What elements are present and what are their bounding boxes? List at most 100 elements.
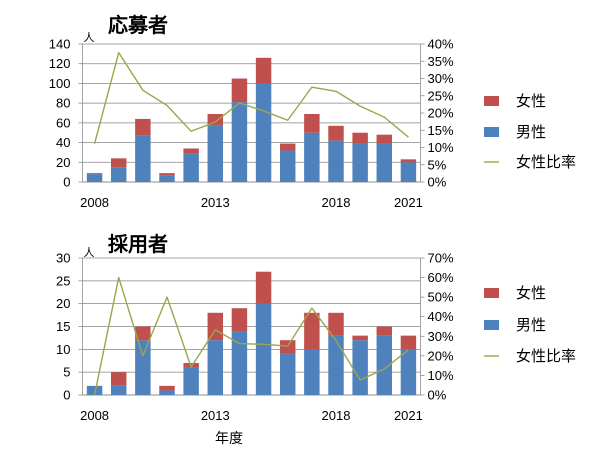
legend-label-female: 女性 (516, 92, 546, 110)
bar-female-2017 (304, 113, 320, 133)
legend-swatch-female (484, 288, 499, 298)
y-tick-label: 0 (63, 388, 70, 403)
legend-label-male: 男性 (516, 316, 546, 334)
y-tick-label: 0 (63, 175, 70, 190)
line-female-ratio (93, 51, 409, 144)
bar-male-2019 (352, 340, 368, 395)
bar-female-2019 (352, 132, 368, 144)
bar-female-2016 (279, 340, 296, 354)
bar-male-2008 (86, 174, 103, 182)
bar-male-2010 (135, 135, 151, 182)
bar-female-2011 (159, 385, 175, 391)
legend-swatch-male (484, 320, 499, 330)
legend-swatch-male (484, 127, 499, 137)
bar-male-2018 (328, 335, 344, 395)
bar-male-2009 (110, 167, 127, 182)
bar-female-2016 (279, 143, 296, 151)
bar-female-2018 (328, 312, 344, 336)
plot-area: 0 5 10 15 20 25 30 0% 10% 20% 30% 40% 50% 60% 70% 2008 2… (56, 251, 454, 424)
bar-female-2013 (207, 113, 224, 126)
bar-female-2021 (400, 335, 417, 350)
bar-male-2010 (135, 340, 151, 395)
bar-female-2008 (86, 173, 103, 175)
y-tick-label: 40 (56, 135, 70, 150)
bar-female-2015 (255, 271, 272, 304)
applicants-chart: 応募者 人 0 20 40 60 80 100 120 140 0% 5% 10% 15% 20% 25%… (49, 13, 576, 210)
bar-female-2014 (231, 308, 248, 332)
bar-male-2016 (279, 150, 296, 182)
bar-male-2021 (400, 162, 417, 182)
bar-female-2009 (110, 372, 127, 386)
bar-female-2010 (135, 118, 151, 136)
legend-label-female: 女性 (516, 284, 546, 302)
x-tick-label: 2008 (80, 195, 109, 210)
bar-male-2016 (279, 353, 296, 395)
legend-label-male: 男性 (516, 123, 546, 141)
bar-male-2015 (255, 303, 272, 395)
legend-label-female-ratio: 女性比率 (516, 347, 576, 365)
bar-male-2018 (328, 140, 344, 182)
bar-male-2012 (183, 367, 199, 395)
y-axis-unit-label: 人 (84, 246, 95, 259)
y2-tick-label: 70% (428, 251, 454, 266)
bar-female-2009 (110, 158, 127, 168)
bar-female-2020 (376, 134, 393, 144)
bar-female-2017 (304, 312, 320, 350)
y2-tick-label: 40% (428, 37, 454, 52)
y2-tick-label: 10% (428, 368, 454, 383)
y-axis-unit-label: 人 (84, 31, 95, 44)
bar-male-2020 (376, 143, 393, 182)
bar-male-2012 (183, 153, 199, 182)
bar-male-2008 (86, 385, 103, 395)
bar-male-2013 (207, 340, 224, 395)
legend-label-female-ratio: 女性比率 (516, 153, 576, 171)
y2-tick-label: 60% (428, 270, 454, 285)
y-tick-label: 10 (56, 342, 70, 357)
y2-tick-label: 0% (428, 175, 447, 190)
bar-male-2011 (159, 390, 175, 395)
y2-tick-label: 40% (428, 309, 454, 324)
bar-male-2014 (231, 331, 248, 395)
legend-swatch-female (484, 96, 499, 106)
y-tick-label: 25 (56, 273, 70, 288)
y-tick-label: 15 (56, 319, 70, 334)
bar-female-2012 (183, 148, 199, 154)
y2-tick-label: 30% (428, 329, 454, 344)
bar-male-2017 (304, 349, 320, 395)
bar-female-2021 (400, 159, 417, 163)
bar-female-2013 (207, 312, 224, 341)
bar-female-2015 (255, 57, 272, 84)
chart-title: 採用者 (108, 232, 168, 256)
bar-male-2009 (110, 385, 127, 395)
hires-chart: 採用者 人 0 5 10 15 20 25 30 0% 10% 20% 30% 40% 50% 60% 70… (56, 232, 576, 447)
bar-male-2021 (400, 349, 417, 395)
y2-tick-label: 15% (428, 123, 454, 138)
chart-title: 応募者 (108, 13, 168, 37)
y-tick-label: 5 (63, 365, 70, 380)
y-tick-label: 30 (56, 251, 70, 266)
y2-tick-label: 20% (428, 348, 454, 363)
plot-area: 0 20 40 60 80 100 120 140 0% 5% 10% 15% 20% 25% 30% 35%… (49, 37, 454, 211)
bar-female-2010 (135, 326, 151, 341)
bar-male-2011 (159, 175, 175, 182)
y-tick-label: 80 (56, 96, 70, 111)
y2-tick-label: 25% (428, 88, 454, 103)
y2-tick-label: 35% (428, 54, 454, 69)
y-tick-label: 20 (56, 296, 70, 311)
bar-male-2015 (255, 83, 272, 182)
x-axis-label: 年度 (215, 431, 243, 447)
x-tick-label: 2013 (201, 408, 230, 423)
bar-male-2014 (231, 102, 248, 182)
x-tick-label: 2018 (322, 408, 351, 423)
y-tick-label: 60 (56, 115, 70, 130)
bar-female-2014 (231, 78, 248, 103)
y2-tick-label: 50% (428, 290, 454, 305)
bar-male-2017 (304, 132, 320, 182)
y2-tick-label: 5% (428, 157, 447, 172)
y-tick-label: 140 (49, 37, 71, 52)
bar-male-2013 (207, 125, 224, 182)
bar-male-2020 (376, 335, 393, 395)
